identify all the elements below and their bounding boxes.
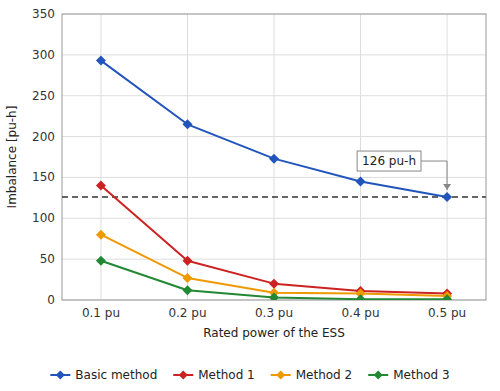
point bbox=[182, 273, 192, 283]
point bbox=[442, 192, 452, 202]
series bbox=[96, 230, 452, 300]
y-tick-label: 300 bbox=[32, 48, 55, 62]
annotation-box bbox=[357, 151, 421, 171]
y-axis-label: Imbalance [pu-h] bbox=[5, 106, 19, 209]
point bbox=[96, 256, 106, 266]
y-tick-label: 0 bbox=[47, 293, 55, 307]
annotation-arrow bbox=[421, 161, 447, 190]
legend-marker bbox=[374, 371, 383, 380]
legend-label: Method 1 bbox=[198, 368, 254, 382]
legend-marker bbox=[276, 371, 285, 380]
series bbox=[96, 181, 452, 299]
legend-item: Method 1 bbox=[173, 368, 254, 382]
annotation-arrowhead bbox=[443, 184, 451, 190]
plot-frame bbox=[62, 14, 486, 300]
point bbox=[269, 293, 279, 300]
point bbox=[182, 256, 192, 266]
annotation-text: 126 pu-h bbox=[362, 154, 416, 168]
grid bbox=[62, 14, 486, 300]
chart: 0 50 100 150 200 250 300 350 0.1 pu 0.2 pu 0.3 pu 0… bbox=[0, 0, 500, 391]
legend-marker bbox=[179, 371, 188, 380]
point bbox=[96, 181, 106, 191]
series-line bbox=[101, 61, 447, 197]
y-tick-label: 50 bbox=[40, 252, 55, 266]
point bbox=[182, 285, 192, 295]
series bbox=[96, 256, 452, 300]
legend-label: Method 2 bbox=[296, 368, 352, 382]
legend-marker bbox=[56, 371, 65, 380]
legend-label: Method 3 bbox=[393, 368, 449, 382]
legend: Basic method Method 1 Method 2 Method 3 bbox=[50, 368, 449, 382]
point bbox=[269, 279, 279, 289]
point bbox=[356, 177, 366, 187]
x-tick-label: 0.5 pu bbox=[428, 306, 466, 320]
y-tick-label: 150 bbox=[32, 170, 55, 184]
x-tick-label: 0.3 pu bbox=[255, 306, 293, 320]
point bbox=[96, 56, 106, 66]
legend-label: Basic method bbox=[75, 368, 157, 382]
legend-item: Basic method bbox=[50, 368, 157, 382]
point bbox=[182, 119, 192, 129]
legend-item: Method 2 bbox=[271, 368, 352, 382]
point bbox=[442, 294, 452, 300]
point bbox=[96, 230, 106, 240]
y-tick-label: 250 bbox=[32, 89, 55, 103]
grid-line-x bbox=[447, 14, 448, 300]
y-tick-label: 100 bbox=[32, 211, 55, 225]
reference-line bbox=[62, 196, 486, 198]
x-axis-label: Rated power of the ESS bbox=[203, 326, 345, 340]
series-line bbox=[101, 235, 447, 296]
series-line bbox=[101, 186, 447, 294]
x-tick-label: 0.1 pu bbox=[82, 306, 120, 320]
legend-item: Method 3 bbox=[368, 368, 449, 382]
x-tick-label: 0.4 pu bbox=[341, 306, 379, 320]
point bbox=[356, 294, 366, 300]
y-tick-label: 200 bbox=[32, 130, 55, 144]
point bbox=[269, 154, 279, 164]
y-tick-label: 350 bbox=[32, 7, 55, 21]
series bbox=[96, 56, 452, 202]
plot-area bbox=[62, 56, 486, 300]
x-tick-label: 0.2 pu bbox=[168, 306, 206, 320]
